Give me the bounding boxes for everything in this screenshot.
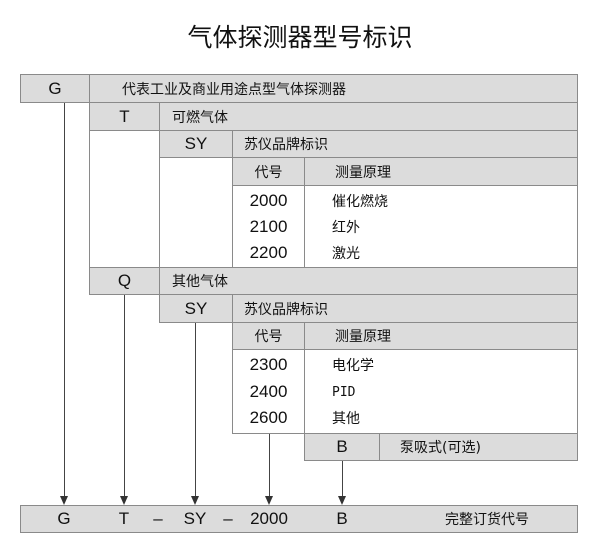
t-arrow-icon (120, 496, 128, 505)
code-arrow-icon (265, 496, 273, 505)
b-code-cell (304, 433, 380, 461)
g-arrow-icon (60, 496, 68, 505)
t-sy-code: SY (184, 134, 208, 153)
principle-pid: PID (332, 384, 356, 400)
principle-other: 其他 (332, 411, 360, 427)
b-desc: 泵吸式(可选) (400, 440, 481, 456)
code-2600: 2600 (249, 408, 288, 427)
q-codes-cell (232, 349, 305, 434)
t-principles-cell (304, 185, 578, 268)
b-arrow-icon (338, 496, 346, 505)
t-connector-line (124, 295, 125, 497)
principle-electrochemical: 电化学 (332, 358, 374, 374)
t-header-principle: 测量原理 (335, 164, 391, 181)
diagram-title: 气体探测器型号标识 (187, 23, 413, 52)
q-header-code: 代号 (254, 329, 283, 345)
principle-laser: 激光 (332, 246, 360, 262)
result-dash-1: – (153, 509, 163, 528)
g-code-cell (20, 74, 90, 103)
b-connector-line (342, 461, 343, 497)
result-t: T (118, 509, 130, 528)
result-b: B (336, 509, 348, 528)
t-desc: 可燃气体 (172, 109, 228, 126)
code-2100: 2100 (249, 217, 288, 236)
b-desc-cell (379, 433, 578, 461)
q-principles-cell (304, 349, 578, 434)
code-2400: 2400 (249, 382, 288, 401)
t-code: T (119, 106, 130, 126)
g-desc: 代表工业及商业用途点型气体探测器 (122, 81, 346, 98)
code-connector-line (269, 434, 270, 497)
q-code: Q (117, 271, 132, 290)
sy-arrow-icon (191, 496, 199, 505)
b-code: B (336, 437, 348, 456)
result-dash-2: – (223, 509, 233, 528)
g-connector-line (64, 103, 65, 497)
q-sy-code: SY (184, 298, 208, 318)
code-2300: 2300 (249, 355, 288, 374)
t-sy-desc-cell (232, 130, 578, 158)
t-header-code: 代号 (254, 164, 283, 181)
t-sy-code-cell (159, 130, 233, 158)
g-desc-cell (89, 74, 578, 103)
code-2200: 2200 (249, 243, 288, 262)
q-header-principle: 测量原理 (335, 329, 391, 345)
result-g: G (57, 509, 71, 528)
principle-catalytic: 催化燃烧 (332, 194, 388, 210)
result-code: 2000 (250, 509, 288, 528)
q-header-principle-cell (304, 322, 578, 350)
t-header-code-cell (232, 157, 305, 186)
result-sy: SY (183, 509, 207, 528)
code-2000: 2000 (249, 191, 288, 210)
principle-infrared: 红外 (332, 220, 360, 236)
sy-connector-line (195, 323, 196, 497)
q-sy-desc: 苏仪品牌标识 (244, 301, 328, 318)
q-code-cell (89, 267, 160, 295)
t-sy-desc: 苏仪品牌标识 (244, 137, 328, 153)
g-code: G (48, 78, 62, 98)
result-row (20, 505, 578, 533)
result-label: 完整订货代号 (445, 512, 529, 528)
q-desc: 其他气体 (172, 274, 228, 290)
